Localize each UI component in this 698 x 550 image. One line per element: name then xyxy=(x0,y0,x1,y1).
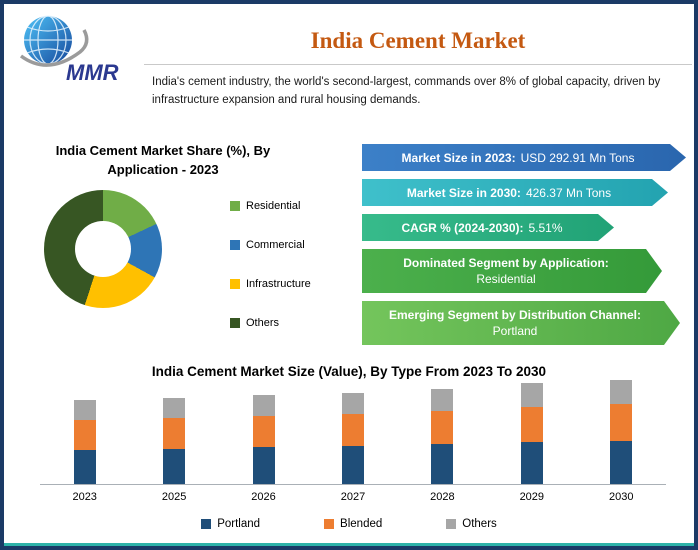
year-label: 2030 xyxy=(608,491,634,503)
legend-swatch xyxy=(230,240,240,250)
page-subtitle: India's cement industry, the world's sec… xyxy=(152,76,661,106)
bar-segment-blended xyxy=(610,404,633,441)
bar-legend: Portland Blended Others xyxy=(4,518,694,530)
bar-column: 2027 xyxy=(313,388,393,503)
bar-segment-others xyxy=(73,400,96,420)
bar-column: 2026 xyxy=(224,388,304,503)
year-label: 2025 xyxy=(161,491,187,503)
bar-chart: 2023 2025 2026 2027 2028 2029 2030 xyxy=(40,380,666,503)
legend-label: Others xyxy=(246,317,280,329)
stat-emerging-segment: Emerging Segment by Distribution Channel… xyxy=(362,301,680,345)
bar-chart-title: India Cement Market Size (Value), By Typ… xyxy=(151,364,547,379)
legend-swatch xyxy=(230,279,240,289)
legend-item: Residential xyxy=(230,200,311,212)
stat-label: Market Size in 2023: xyxy=(401,150,516,165)
bar-segment-others xyxy=(252,395,275,416)
legend-item: Portland xyxy=(201,518,260,530)
bar-segment-others xyxy=(520,383,543,407)
bar-segment-portland xyxy=(520,442,543,484)
legend-label: Blended xyxy=(340,518,383,530)
stat-value: USD 292.91 Mn Tons xyxy=(520,150,635,165)
legend-label: Commercial xyxy=(246,239,305,251)
bar-column: 2023 xyxy=(45,388,125,503)
stat-label: Market Size in 2030: xyxy=(406,185,521,200)
stat-market-size-2023: Market Size in 2023: USD 292.91 Mn Tons xyxy=(362,144,686,171)
year-label: 2028 xyxy=(430,491,455,503)
bar-stack xyxy=(520,383,543,484)
donut-legend: Residential Commercial Infrastructure Other… xyxy=(230,200,311,329)
legend-label: Residential xyxy=(246,200,301,212)
stat-value: Portland xyxy=(492,324,538,338)
bar-column: 2030 xyxy=(581,380,661,503)
donut-chart xyxy=(44,190,162,308)
legend-item: Infrastructure xyxy=(230,278,311,290)
bar-segment-portland xyxy=(252,447,275,484)
legend-swatch xyxy=(230,201,240,211)
bar-segment-portland xyxy=(163,449,186,484)
bar-segment-others xyxy=(610,380,633,404)
legend-label: Others xyxy=(462,518,497,530)
bar-stack xyxy=(341,393,364,484)
bar-stack xyxy=(73,400,96,484)
bar-segment-blended xyxy=(163,418,186,449)
bar-stack xyxy=(163,398,186,484)
bar-column: 2029 xyxy=(492,383,572,503)
stats-panel: Market Size in 2023: USD 292.91 Mn Tons … xyxy=(362,144,692,345)
legend-item: Commercial xyxy=(230,239,311,251)
year-label: 2029 xyxy=(519,491,545,503)
bar-segment-blended xyxy=(73,420,96,450)
logo-text: MMR xyxy=(66,60,119,85)
bottom-accent-bar xyxy=(4,543,694,546)
bar-segment-others xyxy=(431,389,454,411)
stat-label: Dominated Segment by Application: xyxy=(403,256,609,270)
globe-logo-icon: MMR xyxy=(19,15,119,85)
legend-item: Others xyxy=(230,317,311,329)
bar-stack xyxy=(610,380,633,484)
bar-column: 2025 xyxy=(134,388,214,503)
bar-segment-others xyxy=(163,398,186,418)
page-title: India Cement Market xyxy=(310,28,526,53)
stat-value: 426.37 Mn Tons xyxy=(525,185,612,200)
bar-segment-portland xyxy=(341,446,364,484)
legend-item: Blended xyxy=(324,518,382,530)
bar-segment-blended xyxy=(341,414,364,446)
stat-value: 5.51% xyxy=(528,220,563,235)
year-label: 2026 xyxy=(251,491,276,503)
bar-stack xyxy=(431,389,454,484)
stat-cagr: CAGR % (2024-2030): 5.51% xyxy=(362,214,614,241)
bar-segment-blended xyxy=(252,416,275,447)
stat-dominated-segment: Dominated Segment by Application: Reside… xyxy=(362,249,662,293)
bar-segment-blended xyxy=(520,407,543,442)
stat-label: CAGR % (2024-2030): xyxy=(401,220,524,235)
donut-chart-title: India Cement Market Share (%), By Applic… xyxy=(55,143,271,177)
stat-label: Emerging Segment by Distribution Channel… xyxy=(388,308,642,322)
bar-segment-portland xyxy=(610,441,633,484)
bar-stack xyxy=(252,395,275,484)
legend-swatch xyxy=(446,519,457,529)
year-label: 2023 xyxy=(72,491,97,503)
year-label: 2027 xyxy=(340,491,366,503)
legend-swatch xyxy=(324,519,335,529)
bar-column: 2028 xyxy=(402,388,482,503)
legend-label: Portland xyxy=(217,518,261,530)
bar-segment-others xyxy=(341,393,364,414)
legend-swatch xyxy=(201,519,212,529)
header-divider xyxy=(144,64,692,65)
bar-segment-portland xyxy=(73,450,96,484)
bar-segment-portland xyxy=(431,444,454,484)
bar-segment-blended xyxy=(431,411,454,444)
legend-item: Others xyxy=(446,518,497,530)
stat-market-size-2030: Market Size in 2030: 426.37 Mn Tons xyxy=(362,179,668,206)
stat-value: Residential xyxy=(476,272,536,286)
mmr-logo: MMR xyxy=(14,10,144,94)
legend-swatch xyxy=(230,318,240,328)
legend-label: Infrastructure xyxy=(246,278,311,290)
